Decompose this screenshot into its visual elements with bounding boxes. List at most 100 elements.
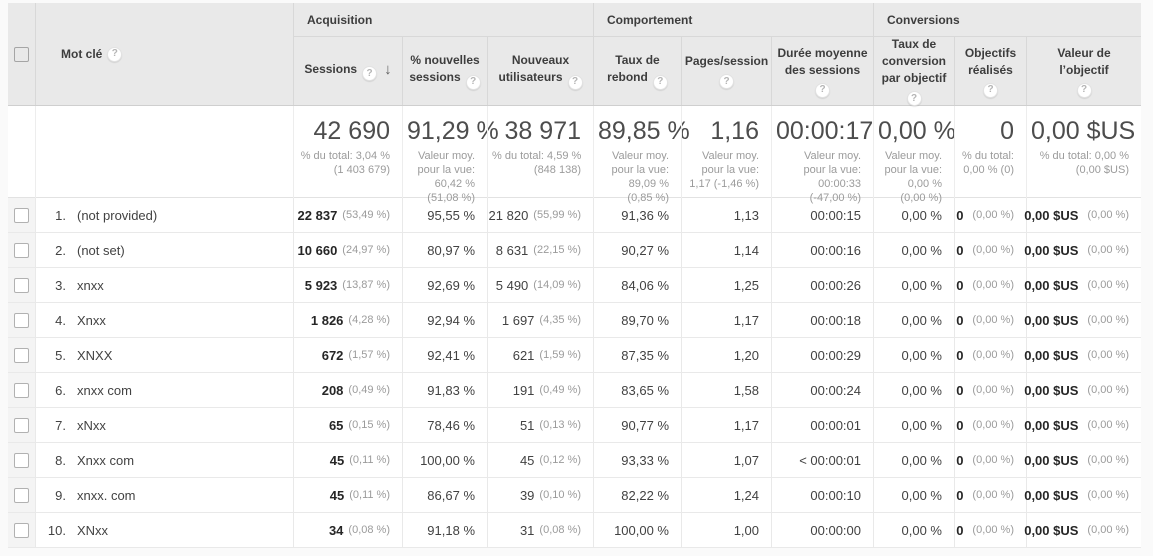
avg-session-duration-cell: 00:00:16 (771, 233, 873, 267)
help-icon[interactable]: ? (719, 74, 734, 89)
summary-value: 91,29 % (407, 117, 499, 145)
summary-row: 42 690 % du total: 3,04 % (1 403 679) 91… (8, 106, 1141, 205)
row-index: 8. (55, 452, 66, 468)
keyword-cell: 7. xNxx (35, 408, 293, 442)
column-header-new-users[interactable]: Nouveaux utilisateurs? (487, 37, 593, 105)
row-checkbox[interactable] (14, 487, 29, 503)
goal-value-cell: 0,00 $US (0,00 %) (1024, 198, 1141, 232)
keyword-cell: 1. (not provided) (35, 198, 293, 232)
row-index: 3. (55, 277, 66, 293)
summary-avg-session-duration: 00:00:17 Valeur moy. pour la vue: 00:00:… (771, 106, 873, 205)
goal-value-cell: 0,00 $US (0,00 %) (1024, 268, 1141, 302)
keyword-cell: 9. xnxx. com (35, 478, 293, 512)
select-all-checkbox[interactable] (14, 46, 29, 62)
row-index: 6. (55, 382, 66, 398)
sort-descending-icon: ↓ (384, 60, 392, 78)
summary-sessions: 42 690 % du total: 3,04 % (1 403 679) (293, 106, 402, 205)
row-checkbox-cell (8, 338, 35, 372)
pages-per-session-cell: 1,13 (681, 198, 771, 232)
help-icon[interactable]: ? (1076, 82, 1092, 98)
new-sessions-rate-cell: 100,00 % (402, 443, 487, 477)
column-header-keyword[interactable]: Mot clé ? (35, 3, 293, 105)
goal-value-cell: 0,00 $US (0,00 %) (1024, 233, 1141, 267)
group-label: Acquisition (307, 12, 373, 27)
column-header-sessions[interactable]: Sessions? ↓ (293, 37, 402, 105)
keyword-cell: 8. Xnxx com (35, 443, 293, 477)
sessions-cell: 22 837 (53,49 %) (293, 198, 402, 232)
sessions-cell: 10 660 (24,97 %) (293, 233, 402, 267)
avg-session-duration-cell: 00:00:10 (771, 478, 873, 512)
avg-session-duration-cell: 00:00:29 (771, 338, 873, 372)
summary-value: 0,00 % (878, 117, 956, 145)
help-icon[interactable]: ? (906, 91, 922, 106)
new-sessions-rate-cell: 92,41 % (402, 338, 487, 372)
help-icon[interactable]: ? (983, 82, 998, 98)
column-header-goal-completions[interactable]: Objectifs réalisés ? (954, 37, 1026, 105)
bounce-rate-cell: 84,06 % (593, 268, 681, 302)
column-label: Valeur de l’objectif (1057, 45, 1111, 77)
keyword-text: (not set) (77, 242, 125, 258)
table-header: Mot clé ? Acquisition Comportement Conve… (8, 3, 1141, 106)
goal-conversion-rate-cell: 0,00 % (873, 303, 954, 337)
keyword-text: xnxx. com (77, 487, 136, 503)
avg-session-duration-cell: 00:00:24 (771, 373, 873, 407)
row-checkbox-cell (8, 198, 35, 232)
summary-new-sessions: 91,29 % Valeur moy. pour la vue: 60,42 %… (402, 106, 499, 205)
new-users-cell: 621 (1,59 %) (487, 338, 593, 372)
summary-bounce-rate: 89,85 % Valeur moy. pour la vue: 89,09 %… (593, 106, 690, 205)
bounce-rate-cell: 82,22 % (593, 478, 681, 512)
row-checkbox[interactable] (14, 312, 29, 328)
goal-value-cell: 0,00 $US (0,00 %) (1024, 513, 1141, 547)
pages-per-session-cell: 1,17 (681, 303, 771, 337)
summary-value: 0,00 $US (1031, 117, 1136, 145)
goal-completions-cell: 0 (0,00 %) (954, 303, 1026, 337)
help-icon[interactable]: ? (107, 46, 123, 62)
help-icon[interactable]: ? (567, 74, 583, 90)
goal-completions-cell: 0 (0,00 %) (954, 408, 1026, 442)
goal-completions-cell: 0 (0,00 %) (954, 233, 1026, 267)
column-header-new-sessions[interactable]: % nouvelles sessions? (402, 37, 487, 105)
keyword-cell: 2. (not set) (35, 233, 293, 267)
row-checkbox[interactable] (14, 522, 29, 538)
row-checkbox[interactable] (14, 452, 29, 468)
table-row: 5. XNXX 672 (1,57 %) 92,41 % 621 (1,59 %… (8, 338, 1141, 373)
help-icon[interactable]: ? (362, 66, 378, 82)
avg-session-duration-cell: 00:00:18 (771, 303, 873, 337)
analytics-keywords-table: Mot clé ? Acquisition Comportement Conve… (8, 3, 1141, 548)
goal-completions-cell: 0 (0,00 %) (954, 198, 1026, 232)
keyword-cell: 5. XNXX (35, 338, 293, 372)
keyword-cell: 6. xnxx com (35, 373, 293, 407)
column-header-goal-value[interactable]: Valeur de l’objectif ? (1026, 37, 1141, 105)
column-header-bounce-rate[interactable]: Taux de rebond? (593, 37, 681, 105)
row-checkbox[interactable] (14, 242, 29, 258)
row-checkbox[interactable] (14, 207, 29, 223)
sessions-cell: 1 826 (4,28 %) (293, 303, 402, 337)
row-checkbox[interactable] (14, 417, 29, 433)
bounce-rate-cell: 87,35 % (593, 338, 681, 372)
table-row: 2. (not set) 10 660 (24,97 %) 80,97 % 8 … (8, 233, 1141, 268)
row-checkbox-cell (8, 268, 35, 302)
summary-value: 42 690 (313, 117, 390, 145)
column-header-avg-session-duration[interactable]: Durée moyenne des sessions ? (771, 37, 873, 105)
avg-session-duration-cell: 00:00:00 (771, 513, 873, 547)
pages-per-session-cell: 1,20 (681, 338, 771, 372)
column-header-pages-per-session[interactable]: Pages/session ? (681, 37, 771, 105)
keyword-text: xNxx (77, 417, 106, 433)
group-header-acquisition: Acquisition (293, 3, 593, 37)
goal-conversion-rate-cell: 0,00 % (873, 198, 954, 232)
row-checkbox[interactable] (14, 347, 29, 363)
help-icon[interactable]: ? (815, 82, 830, 98)
column-header-goal-conversion-rate[interactable]: Taux de conversion par objectif ? (873, 37, 954, 106)
row-checkbox[interactable] (14, 382, 29, 398)
keyword-header-label: Mot clé (61, 47, 103, 61)
help-icon[interactable]: ? (465, 74, 481, 90)
new-sessions-rate-cell: 91,83 % (402, 373, 487, 407)
sessions-cell: 65 (0,15 %) (293, 408, 402, 442)
pages-per-session-cell: 1,00 (681, 513, 771, 547)
avg-session-duration-cell: 00:00:01 (771, 408, 873, 442)
help-icon[interactable]: ? (652, 74, 668, 90)
summary-pages-per-session: 1,16 Valeur moy. pour la vue: 1,17 (-1,4… (681, 106, 771, 205)
pages-per-session-cell: 1,24 (681, 478, 771, 512)
sessions-cell: 672 (1,57 %) (293, 338, 402, 372)
row-checkbox[interactable] (14, 277, 29, 293)
